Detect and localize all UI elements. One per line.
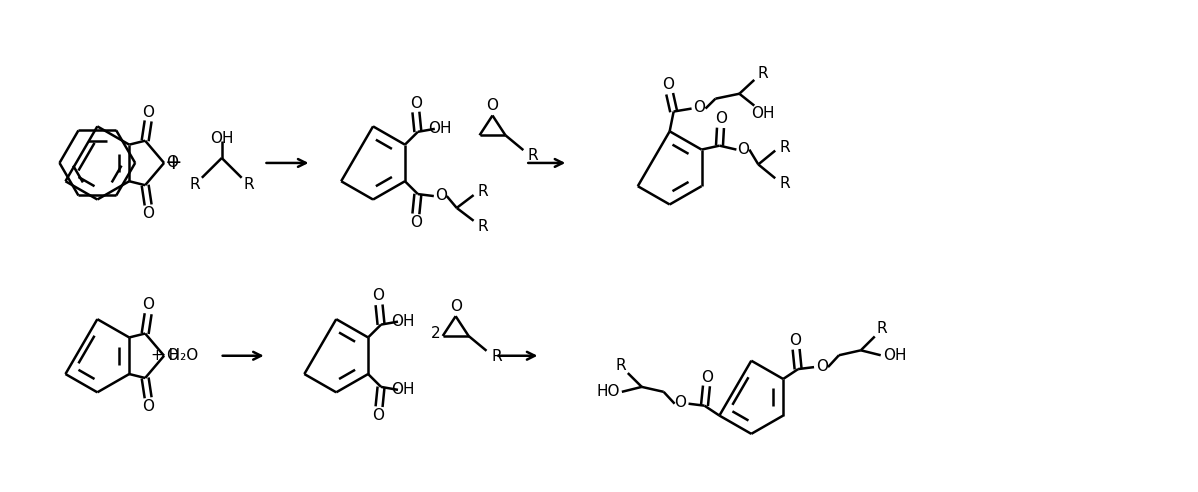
Text: 2: 2 <box>431 327 441 341</box>
Text: O: O <box>702 369 714 385</box>
Text: O: O <box>449 299 461 314</box>
Text: OH: OH <box>210 131 234 146</box>
Text: O: O <box>486 98 498 113</box>
Text: O: O <box>373 288 385 304</box>
Text: O: O <box>410 95 422 111</box>
Text: O: O <box>167 348 179 363</box>
Text: R: R <box>528 148 539 162</box>
Text: OH: OH <box>392 382 415 398</box>
Text: + H₂O: + H₂O <box>151 348 199 363</box>
Text: +: + <box>165 153 183 173</box>
Text: R: R <box>491 349 502 364</box>
Text: O: O <box>789 333 801 348</box>
Text: HO: HO <box>597 384 619 400</box>
Text: O: O <box>816 359 828 373</box>
Text: R: R <box>243 177 254 192</box>
Text: O: O <box>143 297 155 312</box>
Text: O: O <box>143 104 155 120</box>
Text: R: R <box>477 184 488 199</box>
Text: R: R <box>780 176 791 191</box>
Text: O: O <box>167 155 179 170</box>
Text: O: O <box>410 215 422 230</box>
Text: R: R <box>616 358 627 372</box>
Text: O: O <box>373 408 385 423</box>
Text: O: O <box>661 77 673 92</box>
Text: OH: OH <box>883 348 907 363</box>
Text: OH: OH <box>751 106 775 121</box>
Text: R: R <box>780 140 791 155</box>
Text: O: O <box>674 395 686 410</box>
Text: OH: OH <box>392 314 415 329</box>
Text: OH: OH <box>428 122 452 136</box>
Text: R: R <box>477 219 488 234</box>
Text: O: O <box>738 142 750 157</box>
Text: R: R <box>758 66 769 82</box>
Text: O: O <box>143 399 155 414</box>
Text: O: O <box>694 100 706 115</box>
Text: R: R <box>189 177 200 192</box>
Text: R: R <box>877 321 887 336</box>
Text: O: O <box>715 112 727 126</box>
Text: O: O <box>143 206 155 221</box>
Text: O: O <box>435 187 447 203</box>
